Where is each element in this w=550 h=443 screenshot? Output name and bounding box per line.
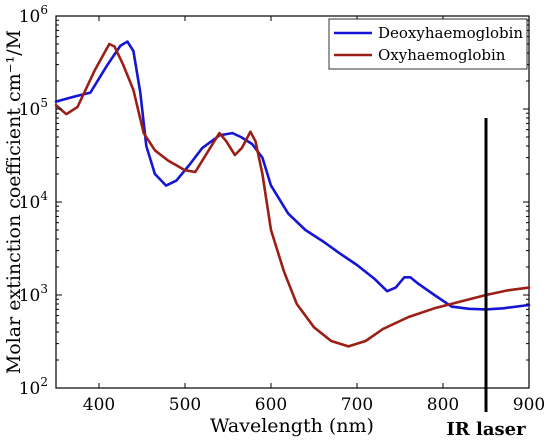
y-tick-label: 104 [19,189,49,213]
y-tick-label: 105 [19,96,48,120]
legend-label-deoxyhaemoglobin: Deoxyhaemoglobin [378,24,523,42]
ir-laser-label: IR laser [446,419,526,440]
series-group [54,40,531,348]
y-tick-label: 106 [19,3,48,27]
y-tick-label: 102 [19,375,48,399]
x-tick-label: 800 [427,395,459,415]
legend-label-oxyhaemoglobin: Oxyhaemoglobin [378,46,506,64]
x-tick-label: 900 [513,395,545,415]
x-axis-title: Wavelength (nm) [210,415,374,437]
legend: Deoxyhaemoglobin Oxyhaemoglobin [328,18,528,70]
x-tick-label: 600 [255,395,287,415]
x-tick-label: 400 [83,395,115,415]
y-axis-title: Molar extinction coefficient cm⁻¹/M [3,30,25,374]
x-tick-label: 500 [169,395,201,415]
series-line-deoxyhaemoglobin [54,40,531,311]
y-tick-label: 103 [19,282,48,306]
x-tick-label: 700 [341,395,373,415]
legend-box [328,18,528,70]
series-line-oxyhaemoglobin [54,42,531,348]
y-axis: 102 103 104 105 106 [19,3,529,399]
plot-frame [55,15,530,389]
